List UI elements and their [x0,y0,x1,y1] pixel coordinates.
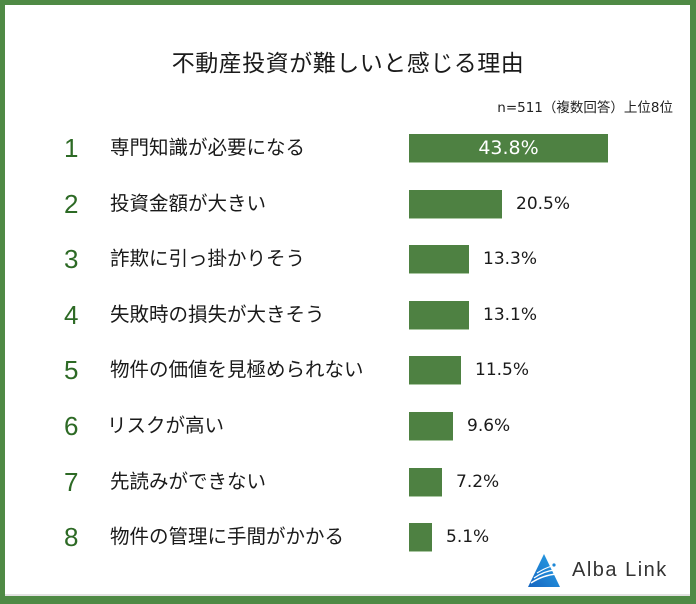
bar-row: 4 失敗時の損失が大きそう 13.1% [0,300,696,330]
value-label: 11.5% [475,360,530,380]
brand-name: Alba Link [572,559,668,581]
bar [409,301,469,329]
rank-number: 7 [64,467,79,497]
value-label: 20.5% [516,194,571,214]
category-label: 物件の管理に手間がかかる [110,525,345,548]
rank-number: 5 [64,355,79,385]
rank-number: 3 [64,244,79,274]
category-label: リスクが高い [107,414,225,437]
bar [409,356,461,384]
value-label: 13.1% [483,305,538,325]
value-label: 9.6% [467,416,511,436]
bar-row: 8 物件の管理に手間がかかる 5.1% [0,522,696,552]
sample-note: n=511（複数回答）上位8位 [497,100,673,116]
category-label: 物件の価値を見極められない [110,358,364,381]
rank-number: 4 [64,300,79,330]
bar-row: 3 詐欺に引っ掛かりそう 13.3% [0,244,696,274]
bar [409,468,442,496]
rank-number: 6 [64,411,79,441]
category-label: 詐欺に引っ掛かりそう [110,247,306,270]
bar-row: 1 専門知識が必要になる 43.8% [0,133,696,163]
category-label: 専門知識が必要になる [110,136,306,159]
rank-number: 1 [64,133,79,163]
bar [409,134,608,162]
value-label: 5.1% [446,527,490,547]
bar-row: 6 リスクが高い 9.6% [0,411,696,441]
bar [409,245,469,273]
bar-row: 5 物件の価値を見極められない 11.5% [0,355,696,385]
bar [409,190,502,218]
rank-number: 8 [64,522,79,552]
bar-row: 2 投資金額が大きい 20.5% [0,189,696,219]
category-label: 投資金額が大きい [110,192,267,215]
rank-number: 2 [64,189,79,219]
category-label: 失敗時の損失が大きそう [110,303,325,326]
category-label: 先読みができない [110,470,267,493]
bar [409,523,432,551]
value-label: 13.3% [483,249,538,269]
bar [409,412,453,440]
chart-title: 不動産投資が難しいと感じる理由 [171,51,525,77]
bar-row: 7 先読みができない 7.2% [0,467,696,497]
value-label: 43.8% [478,137,539,159]
brand-logo: Alba Link [527,553,682,591]
value-label: 7.2% [456,472,500,492]
alba-link-logo-icon [528,554,560,587]
